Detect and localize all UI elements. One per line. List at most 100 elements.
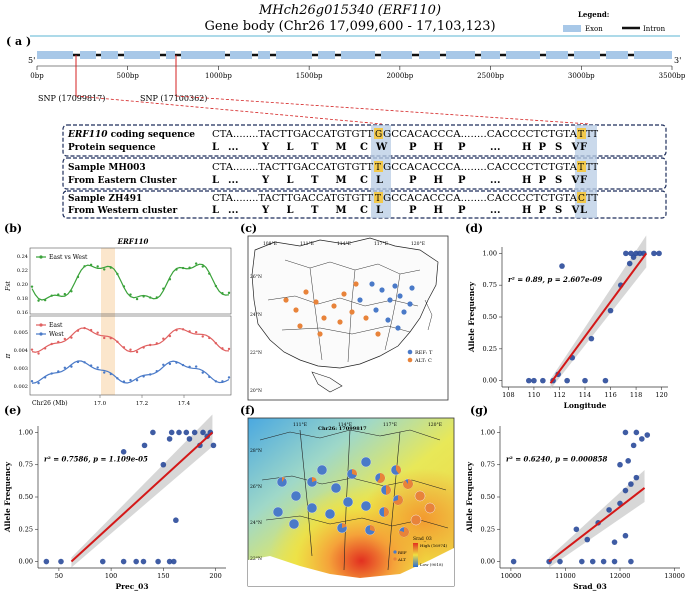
x-axis-label: Longitude <box>564 401 607 410</box>
data-point <box>633 250 639 257</box>
regression-annotation: r² = 0.7586, p = 1.109e-05 <box>44 455 148 464</box>
panel-f-ref-label: REF <box>398 550 407 555</box>
fst-point <box>221 292 224 295</box>
amino-acid: H <box>522 205 531 216</box>
snp1-base: T <box>375 163 381 173</box>
fst-legend-dot <box>39 255 43 259</box>
data-point <box>510 558 517 565</box>
data-point <box>168 429 175 436</box>
west-pi-point <box>50 372 53 375</box>
x-tick-label: 116 <box>604 391 616 399</box>
data-point <box>186 436 193 442</box>
east-legend-label: East <box>49 322 63 329</box>
data-point <box>644 432 651 438</box>
panel-f-alt-dot <box>393 557 397 561</box>
ref-sample-point <box>387 297 393 303</box>
fst-point <box>122 285 126 288</box>
pie-alt-slice <box>312 477 317 482</box>
panel-f-lat-tick: 28°N <box>250 448 262 454</box>
ref-sample-point <box>369 281 375 287</box>
east-pi-point <box>208 336 211 340</box>
amino-acid: ... <box>490 175 500 186</box>
fst-point <box>70 290 73 293</box>
snp1-base-highlight <box>374 128 383 139</box>
fst-point <box>109 266 113 269</box>
east-pi-point <box>201 335 204 338</box>
west-legend-dot <box>39 332 43 336</box>
y-tick-label: 1.00 <box>481 428 495 436</box>
sequence-tail: TT <box>586 194 598 204</box>
east-pi-point <box>89 328 93 332</box>
panel-b-xtick-label: 17.4 <box>178 401 191 407</box>
east-pi-point <box>129 348 132 351</box>
pie-ref-slice <box>306 502 318 514</box>
data-point <box>58 558 64 565</box>
west-pi-point <box>103 371 106 374</box>
data-point <box>622 532 629 539</box>
data-point <box>160 461 167 468</box>
west-pi-point <box>63 366 67 369</box>
data-point <box>141 442 148 449</box>
fst-ytick-label: 0.24 <box>17 254 28 260</box>
exon-block <box>230 51 252 59</box>
amino-acid: ... <box>228 175 238 186</box>
west-pi-point <box>122 380 126 383</box>
x-tick-label: 118 <box>630 391 642 399</box>
exon-block <box>181 51 225 59</box>
alt-sample-point <box>283 297 289 303</box>
amino-acid: S <box>555 175 562 186</box>
data-point <box>628 558 634 565</box>
data-point <box>622 429 629 436</box>
panel-c-label: (c) <box>240 222 257 235</box>
fst-ylabel: Fst <box>5 281 12 292</box>
amino-acid: C <box>360 175 368 186</box>
panel-f-lat-tick: 26°N <box>250 484 262 490</box>
exon-block <box>574 51 600 59</box>
east-pi-point <box>175 328 178 332</box>
data-point <box>526 377 532 384</box>
x-tick-label: 50 <box>55 572 63 580</box>
exon-block <box>124 51 160 59</box>
y-axis-label: Allele Frequency <box>467 281 476 353</box>
amino-acid: P <box>458 205 466 216</box>
data-point <box>626 260 633 267</box>
panel-c-lon-tick: 114°E <box>337 241 351 247</box>
fst-point <box>96 265 99 268</box>
y-tick-label: 0.00 <box>19 558 33 566</box>
sequence-row-label: From Eastern Cluster <box>68 176 177 186</box>
data-point <box>637 250 643 257</box>
legend-title: Legend: <box>578 10 609 19</box>
amino-acid: F <box>580 142 587 153</box>
ref-sample-point <box>407 301 413 307</box>
amino-acid: T <box>311 142 319 153</box>
regression-line <box>549 252 648 384</box>
fst-point <box>63 292 67 296</box>
west-pi-point <box>181 363 185 367</box>
pie-ref-slice <box>272 506 284 518</box>
snp1-label: SNP (17099817) <box>38 94 105 103</box>
fst-point <box>142 295 145 298</box>
fst-point <box>208 272 211 275</box>
west-pi-point <box>155 369 158 373</box>
fst-point <box>162 287 165 290</box>
fst-ytick-label: 0.16 <box>17 310 28 316</box>
sequence-row-label: Protein sequence <box>68 143 156 153</box>
amino-acid: C <box>360 205 368 216</box>
west-pi-point <box>109 372 113 376</box>
pie-alt-slice <box>410 514 422 526</box>
exon-block <box>381 51 412 59</box>
pie-alt-slice <box>352 469 357 476</box>
gene-axis-tick-label: 500bp <box>117 72 140 80</box>
fst-ytick-label: 0.20 <box>17 282 28 288</box>
data-point <box>628 481 634 487</box>
y-tick-label: 0.00 <box>483 377 497 385</box>
x-tick-label: 108 <box>502 391 514 399</box>
alt-sample-point <box>341 291 347 297</box>
west-legend-label: West <box>49 331 64 338</box>
exon-block <box>80 51 96 59</box>
fst-point <box>83 265 86 268</box>
western-sample-box <box>62 190 667 219</box>
exon-block <box>506 51 540 59</box>
y-tick-label: 0.75 <box>483 281 497 289</box>
panel-g-label: (g) <box>470 404 488 417</box>
